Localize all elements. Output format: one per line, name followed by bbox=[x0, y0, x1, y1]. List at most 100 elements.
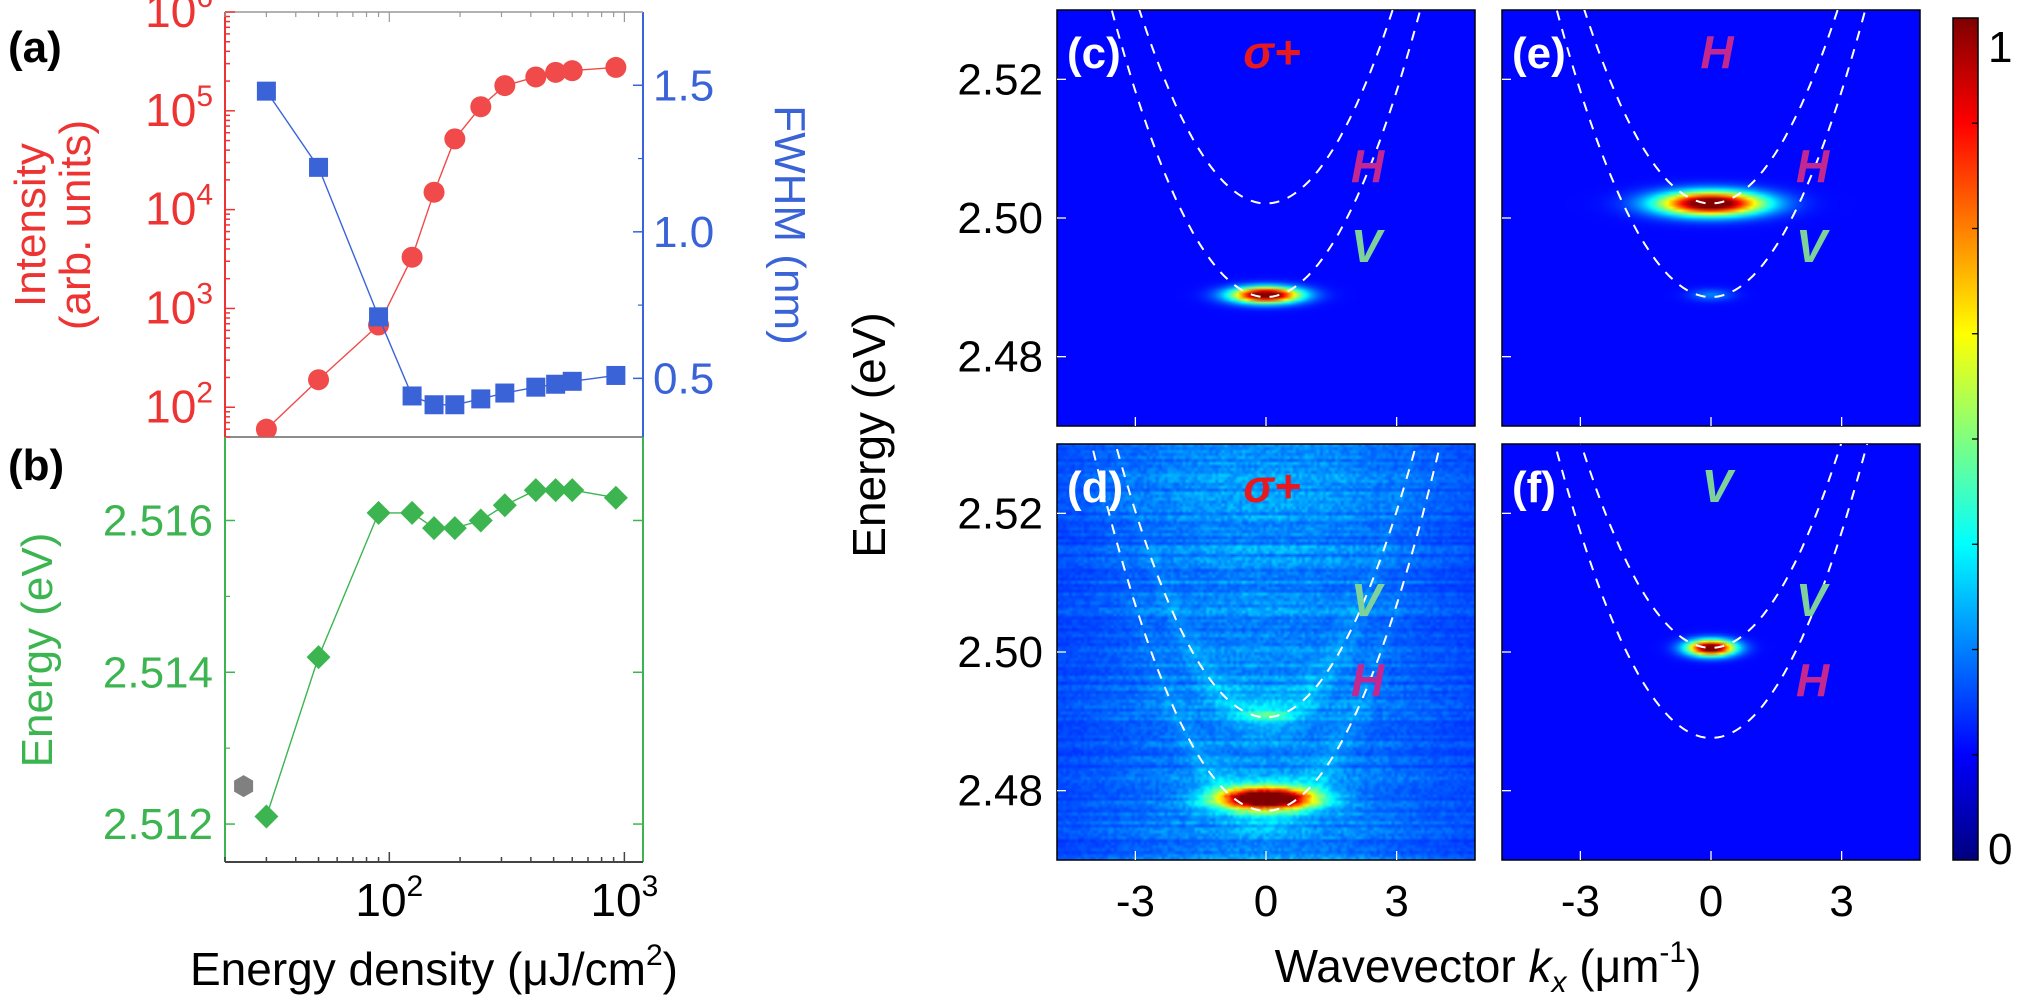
right-tick-label: 1.5 bbox=[653, 61, 714, 110]
intensity-point bbox=[423, 181, 445, 203]
energy-point bbox=[523, 478, 548, 503]
colorbar-max-label: 1 bbox=[1988, 23, 2012, 72]
x-axis-title-text: Energy density (μJ/cm bbox=[190, 943, 646, 995]
heatmap-image bbox=[1057, 10, 1475, 426]
intensity-point bbox=[561, 60, 583, 82]
fwhm-point bbox=[526, 377, 546, 397]
map-y-tick-label: 2.48 bbox=[957, 333, 1043, 382]
tick-base: 10 bbox=[145, 281, 196, 333]
reference-point bbox=[234, 775, 254, 798]
right-axis-title: FWHM (nm) bbox=[765, 105, 814, 345]
panel-label-d: (d) bbox=[1067, 463, 1123, 512]
energy-point bbox=[254, 804, 279, 829]
fwhm-line bbox=[265, 90, 616, 406]
intensity-point bbox=[525, 66, 547, 88]
panel-a-data bbox=[255, 56, 627, 437]
x-axis-title: Energy density (μJ/cm2) bbox=[190, 939, 678, 995]
tick-exponent: 2 bbox=[196, 376, 213, 409]
map-x-title-sup: -1 bbox=[1659, 936, 1686, 969]
branch-label-lower: V bbox=[1351, 220, 1385, 272]
map-x-axis-title: Wavevector kx (μm-1) bbox=[1275, 936, 1702, 999]
x-tick-label: 103 bbox=[590, 870, 658, 926]
map-x-tick-label: 3 bbox=[1384, 877, 1408, 926]
left-axis-title: Intensity bbox=[6, 143, 55, 307]
energy-point bbox=[492, 493, 517, 518]
fwhm-point bbox=[471, 389, 491, 409]
x-axis-title-sup: 2 bbox=[646, 939, 663, 972]
tick-exponent: 4 bbox=[196, 179, 213, 212]
tick-base: 10 bbox=[145, 183, 196, 235]
map-x-title-text: Wavevector bbox=[1275, 940, 1529, 992]
energy-point bbox=[468, 508, 493, 533]
map-y-axis-title: Energy (eV) bbox=[843, 312, 895, 557]
fwhm-point bbox=[562, 371, 582, 391]
x-tick-label: 102 bbox=[355, 870, 423, 926]
intensity-point bbox=[545, 61, 567, 83]
fwhm-point bbox=[424, 395, 444, 415]
fwhm-point bbox=[445, 395, 465, 415]
polarization-label: σ+ bbox=[1243, 460, 1300, 512]
panel-label-f: (f) bbox=[1512, 463, 1556, 512]
intensity-point bbox=[470, 96, 492, 118]
tick-exponent: 6 bbox=[196, 0, 213, 14]
branch-label-lower: H bbox=[1796, 654, 1830, 706]
tick-exponent: 5 bbox=[196, 80, 213, 113]
map-x-tick-label: 0 bbox=[1699, 877, 1723, 926]
energy-tick-label: 2.514 bbox=[103, 648, 213, 697]
map-y-tick-label: 2.52 bbox=[957, 55, 1043, 104]
energy-tick-label: 2.512 bbox=[103, 800, 213, 849]
left-tick-label: 103 bbox=[145, 277, 213, 333]
branch-label-lower: H bbox=[1351, 654, 1385, 706]
fwhm-point bbox=[546, 374, 566, 394]
energy-point bbox=[560, 478, 585, 503]
energy-point bbox=[422, 516, 447, 541]
x-axis-title-end: ) bbox=[663, 943, 678, 995]
branch-label-upper: V bbox=[1351, 574, 1385, 626]
energy-point bbox=[442, 516, 467, 541]
tick-exponent: 3 bbox=[642, 870, 659, 903]
energy-point bbox=[603, 485, 628, 510]
right-tick-label: 1.0 bbox=[653, 208, 714, 257]
branch-label-upper: V bbox=[1796, 574, 1830, 626]
left-axis-title-units: (arb. units) bbox=[51, 120, 100, 330]
map-y-tick-label: 2.52 bbox=[957, 489, 1043, 538]
intensity-point bbox=[494, 75, 516, 97]
tick-exponent: 3 bbox=[196, 277, 213, 310]
panel-label-e: (e) bbox=[1512, 29, 1566, 78]
panel-b-data bbox=[234, 478, 628, 829]
left-tick-label: 105 bbox=[145, 80, 213, 136]
left-tick-label: 106 bbox=[145, 0, 213, 37]
intensity-point bbox=[255, 418, 277, 437]
energy-point bbox=[543, 478, 568, 503]
map-x-title-unit: (μm bbox=[1566, 940, 1659, 992]
intensity-point bbox=[444, 128, 466, 150]
tick-base: 10 bbox=[145, 84, 196, 136]
map-x-tick-label: 0 bbox=[1254, 877, 1278, 926]
fwhm-point bbox=[606, 365, 626, 385]
intensity-point bbox=[605, 56, 627, 78]
tick-base: 10 bbox=[145, 380, 196, 432]
tick-exponent: 2 bbox=[407, 870, 424, 903]
branch-label-lower: V bbox=[1796, 220, 1830, 272]
heatmap-image bbox=[1057, 444, 1475, 860]
map-x-title-var: k bbox=[1528, 940, 1553, 992]
right-tick-label: 0.5 bbox=[653, 354, 714, 403]
branch-label-upper: H bbox=[1351, 140, 1385, 192]
polarization-label: σ+ bbox=[1243, 26, 1300, 78]
panel-label-c: (c) bbox=[1067, 29, 1121, 78]
energy-point bbox=[400, 500, 425, 525]
map-annotations: (c) σ+HV(e) HHV(d) σ+VH(f) VVH2.482.502.522.… bbox=[843, 10, 2012, 999]
map-x-tick-label: 3 bbox=[1829, 877, 1853, 926]
left-tick-label: 104 bbox=[145, 179, 213, 235]
fwhm-point bbox=[495, 383, 515, 403]
heatmap-image bbox=[1502, 444, 1920, 860]
dispersion-maps bbox=[1056, 9, 1921, 861]
fwhm-point bbox=[256, 81, 276, 101]
energy-axis-title: Energy (eV) bbox=[13, 533, 62, 768]
tick-base: 10 bbox=[145, 0, 196, 37]
map-y-tick-label: 2.50 bbox=[957, 194, 1043, 243]
polarization-label: V bbox=[1702, 460, 1736, 512]
